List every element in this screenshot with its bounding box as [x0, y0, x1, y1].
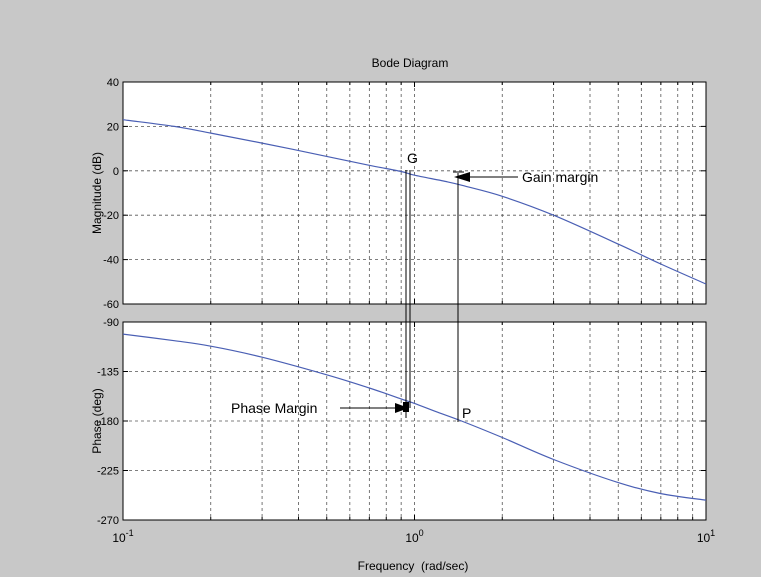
y-tick-label: -270 [97, 515, 119, 527]
y-tick-label: -225 [97, 466, 119, 478]
y-tick-label: -20 [103, 210, 119, 222]
annotation-gain-margin: Gain margin [522, 169, 598, 185]
annotation-g: G [407, 150, 418, 166]
annotation-phase-margin: Phase Margin [231, 400, 317, 416]
series-line [122, 119, 707, 285]
phase-grid [123, 322, 706, 520]
phase-margin-marker [403, 402, 409, 412]
annotation-p: P [462, 405, 471, 421]
y-tick-label: -180 [97, 416, 119, 428]
y-tick-label: -60 [103, 299, 119, 311]
series-line [122, 333, 707, 501]
phase-margin-arrowhead [395, 403, 409, 413]
magnitude-grid [123, 82, 706, 304]
y-tick-label: -135 [97, 367, 119, 379]
y-tick-label: 20 [107, 121, 119, 133]
y-tick-label: 0 [113, 166, 119, 178]
magnitude-series [122, 119, 707, 285]
y-tick-label: -90 [103, 317, 119, 329]
x-tick-label: 10-1 [112, 528, 133, 545]
margin-markers: G Gain margin Phase Margin P [231, 150, 598, 422]
magnitude-axis-label: Magnitude (dB) [90, 152, 104, 234]
gain-margin-arrowhead [454, 172, 470, 182]
phase-series [122, 333, 707, 501]
x-tick-label: 100 [405, 528, 423, 545]
chart-title: Bode Diagram [372, 56, 449, 70]
phase-axis-label: Phase (deg) [90, 388, 104, 453]
x-tick-label: 101 [697, 528, 715, 545]
magnitude-axes: 40 20 0 -20 -40 -60 [103, 77, 707, 311]
magnitude-ticks: 40 20 0 -20 -40 -60 [103, 77, 706, 311]
frequency-axis-label: Frequency (rad/sec) [358, 559, 469, 573]
y-tick-label: -40 [103, 255, 119, 267]
y-tick-label: 40 [107, 77, 119, 89]
